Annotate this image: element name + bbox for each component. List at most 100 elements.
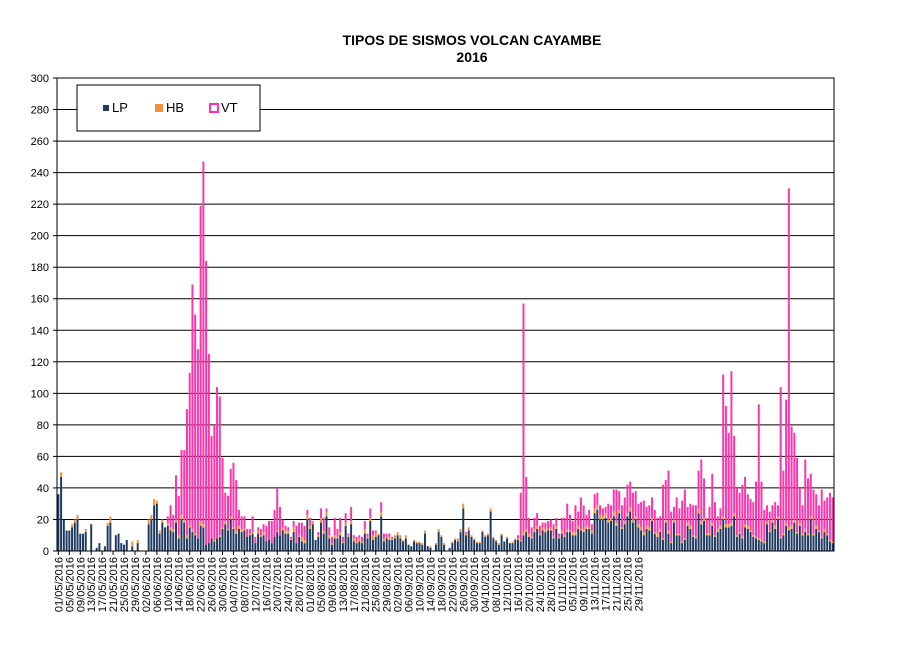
bar-lp bbox=[90, 524, 93, 551]
bar-lp bbox=[705, 535, 708, 551]
bar-vt bbox=[782, 470, 785, 534]
bar-hb bbox=[812, 533, 815, 536]
bar-vt bbox=[248, 528, 251, 534]
bar-vt bbox=[183, 450, 186, 520]
bar-lp bbox=[793, 522, 796, 551]
bar-vt bbox=[714, 502, 716, 536]
bar-hb bbox=[330, 543, 333, 545]
bar-lp bbox=[207, 543, 210, 551]
bar-hb bbox=[194, 533, 197, 536]
bar-vt bbox=[662, 484, 664, 539]
bar-hb bbox=[760, 539, 763, 542]
bar-lp bbox=[495, 541, 498, 551]
bar-hb bbox=[306, 514, 309, 520]
bar-vt bbox=[243, 516, 246, 529]
bar-hb bbox=[522, 532, 525, 536]
bar-hb bbox=[719, 525, 722, 529]
y-tick-label: 80 bbox=[37, 420, 49, 432]
bar-hb bbox=[183, 519, 186, 523]
x-tick-label: 09/08/2016 bbox=[327, 557, 339, 612]
bar-lp bbox=[103, 546, 106, 551]
bar-vt bbox=[675, 497, 678, 534]
bar-hb bbox=[161, 519, 164, 523]
bar-lp bbox=[306, 519, 309, 551]
bar-lp bbox=[664, 522, 667, 551]
bar-hb bbox=[683, 538, 686, 540]
bar-vt bbox=[719, 508, 722, 526]
bar-lp bbox=[298, 536, 301, 551]
bar-vt bbox=[569, 514, 571, 531]
bar-vt bbox=[558, 533, 561, 537]
bar-lp bbox=[131, 546, 134, 551]
bar-vt bbox=[711, 473, 714, 523]
bar-lp bbox=[804, 532, 807, 551]
bar-hb bbox=[511, 541, 514, 544]
bar-hb bbox=[579, 528, 582, 531]
bar-vt bbox=[826, 497, 829, 534]
bar-lp bbox=[700, 524, 703, 551]
y-tick-label: 180 bbox=[31, 262, 49, 274]
bar-hb bbox=[768, 530, 771, 533]
bar-vt bbox=[599, 505, 602, 515]
bar-lp bbox=[388, 539, 391, 551]
bar-vt bbox=[807, 478, 809, 534]
x-tick-label: 25/05/2016 bbox=[119, 557, 131, 612]
bar-lp bbox=[270, 543, 273, 551]
legend-label-vt: VT bbox=[221, 100, 238, 115]
bar-vt bbox=[579, 497, 582, 529]
bar-lp bbox=[735, 536, 738, 551]
bar-lp bbox=[607, 522, 610, 551]
bar-hb bbox=[391, 538, 394, 540]
bar-vt bbox=[588, 510, 591, 528]
bar-hb bbox=[434, 543, 437, 545]
bar-lp bbox=[558, 538, 561, 551]
bar-vt bbox=[620, 505, 623, 528]
bar-vt bbox=[670, 511, 673, 542]
x-tick-label: 14/06/2016 bbox=[174, 557, 186, 612]
bar-vt bbox=[270, 521, 273, 544]
bar-lp bbox=[322, 533, 325, 551]
bar-vt bbox=[333, 517, 336, 536]
bar-lp bbox=[210, 538, 213, 551]
bar-hb bbox=[506, 536, 509, 539]
bar-lp bbox=[355, 543, 358, 551]
bar-vt bbox=[708, 506, 711, 534]
x-tick-label: 06/06/2016 bbox=[152, 557, 164, 612]
bar-lp bbox=[798, 525, 801, 551]
bar-vt bbox=[530, 527, 533, 537]
bar-hb bbox=[623, 521, 626, 525]
bar-lp bbox=[262, 535, 265, 551]
bar-lp bbox=[640, 530, 643, 551]
bar-vt bbox=[237, 510, 240, 526]
bar-vt bbox=[629, 481, 632, 507]
bar-hb bbox=[817, 530, 820, 533]
bar-hb bbox=[672, 519, 675, 523]
bar-vt bbox=[577, 511, 580, 526]
x-tick-label: 09/11/2016 bbox=[579, 557, 591, 611]
bar-hb bbox=[292, 527, 295, 533]
bar-vt bbox=[642, 500, 645, 533]
bar-lp bbox=[678, 535, 681, 551]
bar-vt bbox=[276, 487, 279, 531]
bar-hb bbox=[106, 522, 109, 526]
bar-hb bbox=[393, 535, 396, 539]
bar-hb bbox=[741, 536, 744, 539]
bar-vt bbox=[692, 505, 695, 536]
bar-hb bbox=[418, 541, 421, 544]
bar-vt bbox=[196, 349, 199, 539]
bar-lp bbox=[544, 532, 547, 551]
bar-lp bbox=[601, 519, 604, 551]
bar-lp bbox=[380, 516, 383, 551]
bar-hb bbox=[618, 510, 621, 514]
bar-lp bbox=[443, 544, 446, 551]
bar-lp bbox=[347, 536, 350, 551]
bar-lp bbox=[497, 544, 500, 551]
bar-hb bbox=[489, 508, 492, 512]
bar-lp bbox=[828, 541, 831, 551]
bar-lp bbox=[415, 543, 418, 551]
bar-hb bbox=[648, 527, 651, 531]
bar-hb bbox=[377, 533, 380, 536]
bar-lp bbox=[429, 547, 432, 551]
bar-hb bbox=[73, 519, 76, 523]
bar-hb bbox=[525, 528, 528, 533]
